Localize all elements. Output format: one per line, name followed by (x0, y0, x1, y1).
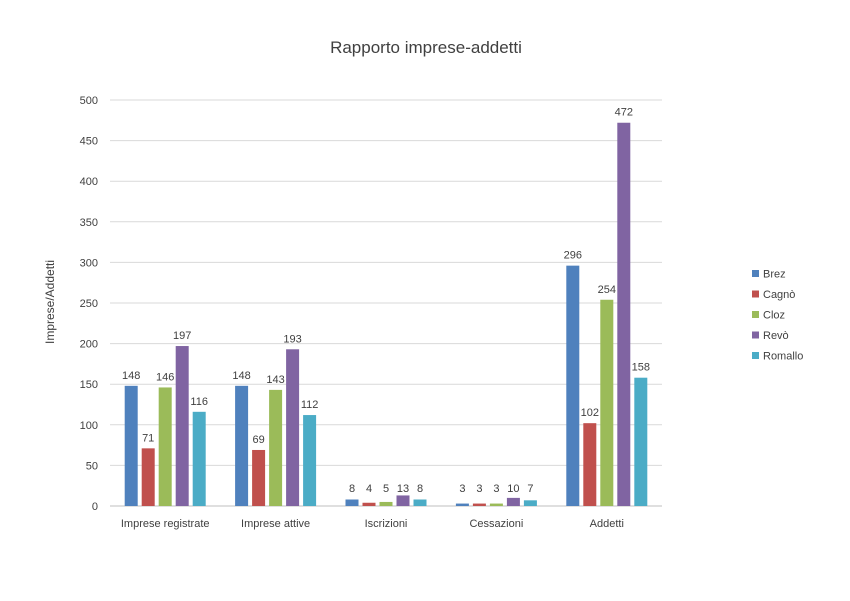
bar (124, 385, 138, 506)
bar (489, 503, 503, 506)
y-tick-label: 100 (80, 420, 98, 432)
data-label: 8 (417, 483, 423, 495)
data-label: 10 (507, 483, 519, 495)
bar (566, 265, 580, 506)
bar (583, 423, 597, 506)
legend-swatch (752, 352, 759, 359)
y-axis-title: Imprese/Addetti (43, 260, 57, 344)
data-label: 69 (252, 434, 264, 446)
legend-label: Cagnò (763, 289, 795, 301)
data-label: 112 (301, 399, 319, 411)
bar (472, 503, 486, 506)
bar (141, 448, 155, 506)
bar (269, 389, 283, 506)
legend-label: Brez (763, 269, 786, 281)
data-label: 7 (527, 483, 533, 495)
bar (362, 502, 376, 506)
data-label: 3 (476, 483, 482, 495)
y-tick-label: 200 (80, 339, 98, 351)
bar (506, 497, 520, 506)
y-tick-label: 350 (80, 217, 98, 229)
legend-swatch (752, 270, 759, 277)
x-tick-label: Iscrizioni (365, 518, 408, 530)
y-tick-label: 300 (80, 257, 98, 269)
legend-label: Romallo (763, 351, 803, 363)
legend-swatch (752, 290, 759, 298)
data-label: 8 (349, 483, 355, 495)
bar (617, 122, 631, 507)
legend-label: Cloz (763, 310, 785, 322)
bar (396, 495, 410, 506)
data-label: 148 (232, 370, 250, 382)
data-label: 197 (173, 330, 191, 342)
data-label: 472 (615, 107, 633, 119)
y-tick-label: 500 (80, 95, 98, 107)
legend-swatch (752, 311, 759, 318)
y-axis-ticks: 0 50 100 150 200 250 300 350 400 450 500 (80, 95, 98, 513)
x-tick-label: Imprese registrate (121, 518, 210, 530)
data-label: 71 (142, 432, 154, 444)
bar (175, 346, 189, 506)
data-label: 5 (383, 483, 389, 495)
bar (634, 377, 648, 506)
y-tick-label: 250 (80, 298, 98, 310)
bar (600, 299, 614, 506)
data-label: 13 (397, 483, 409, 495)
bar (345, 499, 359, 506)
bar (252, 449, 266, 506)
bars (124, 122, 648, 507)
data-label: 193 (283, 333, 301, 345)
data-label: 116 (190, 396, 208, 408)
data-label: 102 (581, 407, 599, 419)
bar (158, 387, 172, 506)
data-label: 158 (632, 362, 650, 374)
data-label: 296 (564, 250, 582, 262)
data-label: 4 (366, 483, 372, 495)
y-tick-label: 400 (80, 176, 98, 188)
x-tick-label: Imprese attive (241, 518, 310, 530)
legend-label: Revò (763, 330, 789, 342)
data-label: 143 (266, 374, 284, 386)
data-label: 3 (459, 483, 465, 495)
bar (192, 411, 206, 506)
legend: Brez Cagnò Cloz Revò Romallo (752, 269, 803, 363)
x-tick-label: Addetti (590, 518, 624, 530)
bar (235, 385, 249, 506)
y-tick-label: 450 (80, 136, 98, 148)
bar (379, 501, 393, 506)
data-label: 3 (493, 483, 499, 495)
bar (286, 349, 300, 506)
data-label: 148 (122, 370, 140, 382)
x-axis-ticks: Imprese registrate Imprese attive Iscrizio… (121, 518, 624, 530)
data-label: 146 (156, 371, 174, 383)
chart-title: Rapporto imprese-addetti (330, 38, 522, 57)
data-label: 254 (598, 284, 616, 296)
bar (455, 503, 469, 506)
y-tick-label: 150 (80, 379, 98, 391)
y-tick-label: 50 (86, 460, 98, 472)
bar (303, 415, 317, 506)
bar (413, 499, 427, 506)
bar (523, 500, 537, 506)
x-tick-label: Cessazioni (469, 518, 523, 530)
legend-swatch (752, 331, 759, 339)
y-tick-label: 0 (92, 501, 98, 513)
